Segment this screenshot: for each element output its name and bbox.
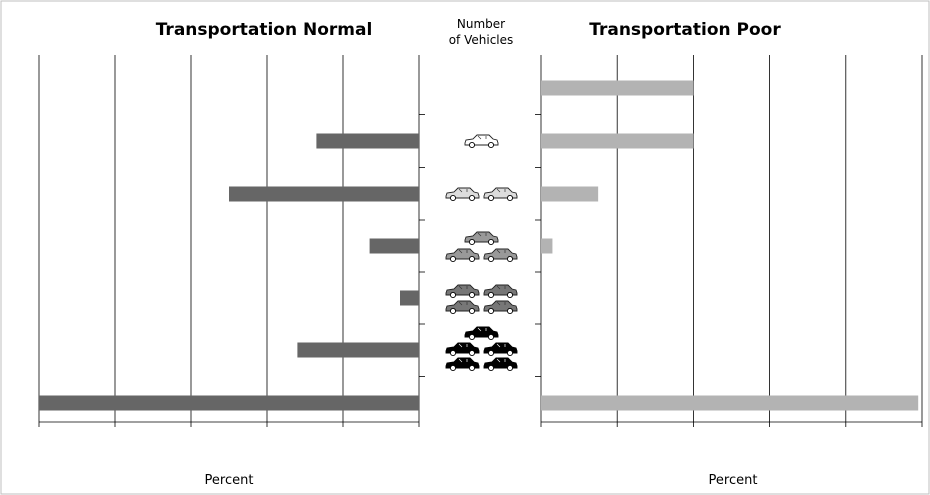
right-bar bbox=[541, 238, 553, 254]
right-bar bbox=[541, 186, 599, 202]
car-icon bbox=[445, 342, 480, 357]
left-bar bbox=[400, 290, 419, 306]
car-icon bbox=[445, 357, 480, 372]
car-icon bbox=[464, 326, 499, 341]
left-bar bbox=[229, 186, 419, 202]
car-icon bbox=[464, 134, 499, 149]
car-icon bbox=[483, 357, 518, 372]
left-bars bbox=[39, 133, 419, 411]
car-icon bbox=[483, 248, 518, 263]
center-header-line-1: Number bbox=[457, 17, 505, 31]
car-icon bbox=[445, 187, 480, 202]
car-icon bbox=[483, 300, 518, 315]
left-panel-title: Transportation Normal bbox=[156, 20, 373, 40]
vehicle-count-column bbox=[445, 134, 518, 372]
car-icon bbox=[483, 284, 518, 299]
left-bar bbox=[369, 238, 419, 254]
right-bar bbox=[541, 395, 919, 411]
right-bar bbox=[541, 80, 694, 96]
right-x-axis-label: Percent bbox=[709, 473, 758, 488]
center-header-line-2: of Vehicles bbox=[449, 33, 514, 47]
car-icon bbox=[445, 300, 480, 315]
car-icon bbox=[483, 342, 518, 357]
left-bar bbox=[39, 395, 419, 411]
left-bar bbox=[297, 342, 419, 358]
left-bar bbox=[316, 133, 419, 149]
right-bar bbox=[541, 133, 694, 149]
right-panel-title: Transportation Poor bbox=[589, 20, 781, 40]
car-icon bbox=[483, 187, 518, 202]
left-x-axis-label: Percent bbox=[205, 473, 254, 488]
car-icon bbox=[445, 284, 480, 299]
car-icon bbox=[445, 248, 480, 263]
right-bars bbox=[541, 80, 919, 411]
car-icon bbox=[464, 231, 499, 246]
